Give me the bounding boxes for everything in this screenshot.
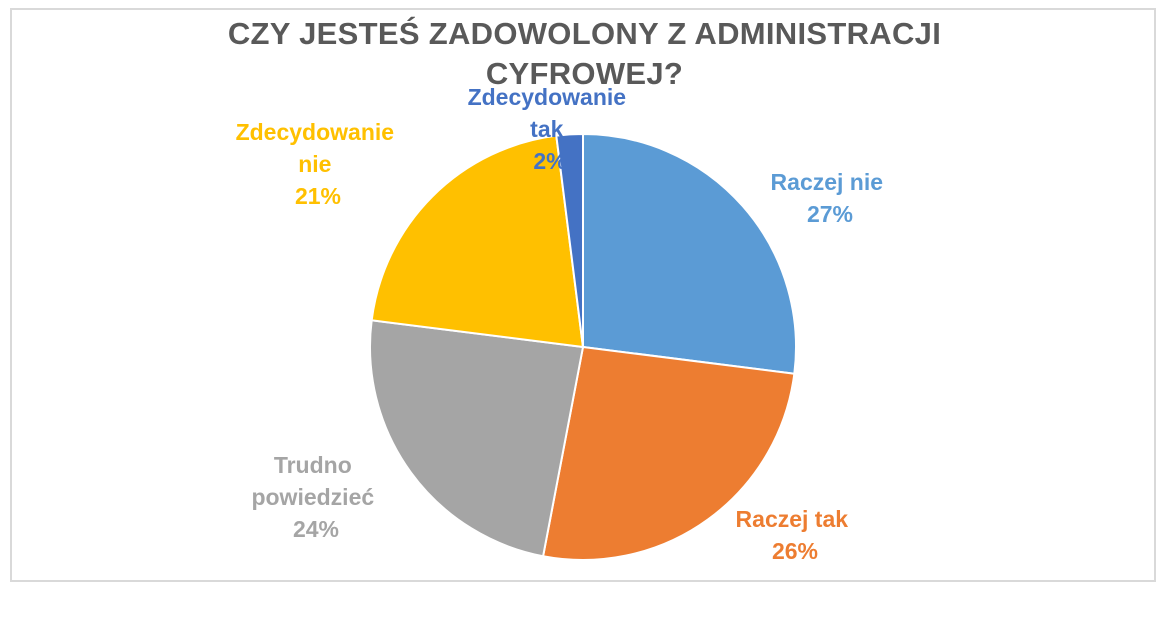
label-raczej-tak-percent: 26% — [772, 538, 818, 564]
label-zdecydowanie-tak-name-2: tak — [530, 116, 563, 142]
label-raczej-nie-percent: 27% — [807, 201, 853, 227]
label-raczej-tak-name: Raczej tak — [736, 506, 849, 532]
slice-raczej-nie — [582, 132, 797, 375]
label-trudno-name-1: Trudno — [274, 452, 352, 478]
label-zdecydowanie-tak-name-1: Zdecydowanie — [468, 84, 626, 110]
slice-raczej-tak — [541, 345, 796, 561]
chart-title-line-1: CZY JESTEŚ ZADOWOLONY Z ADMINISTRACJI — [227, 16, 942, 51]
label-zdecydowanie-tak: Zdecydowanie tak 2% — [468, 84, 633, 174]
chart-title: CZY JESTEŚ ZADOWOLONY Z ADMINISTRACJI CY… — [0, 14, 1169, 94]
label-raczej-tak: Raczej tak 26% — [736, 506, 855, 564]
slice-trudno-powiedziec — [369, 319, 585, 558]
label-zdecydowanie-nie-name-2: nie — [298, 151, 331, 177]
chart-title-line-2: CYFROWEJ? — [485, 56, 684, 91]
slice-zdecydowanie-nie — [370, 134, 585, 349]
label-trudno-percent: 24% — [293, 516, 339, 542]
label-zdecydowanie-nie: Zdecydowanie nie 21% — [236, 119, 401, 209]
label-raczej-nie: Raczej nie 27% — [771, 169, 890, 227]
label-zdecydowanie-tak-percent: 2% — [533, 148, 566, 174]
label-trudno-powiedziec: Trudno powiedzieć 24% — [251, 452, 380, 542]
label-zdecydowanie-nie-name-1: Zdecydowanie — [236, 119, 394, 145]
label-zdecydowanie-nie-percent: 21% — [295, 183, 341, 209]
slice-zdecydowanie-tak — [555, 132, 584, 348]
label-raczej-nie-name: Raczej nie — [771, 169, 884, 195]
label-trudno-name-2: powiedzieć — [251, 484, 374, 510]
